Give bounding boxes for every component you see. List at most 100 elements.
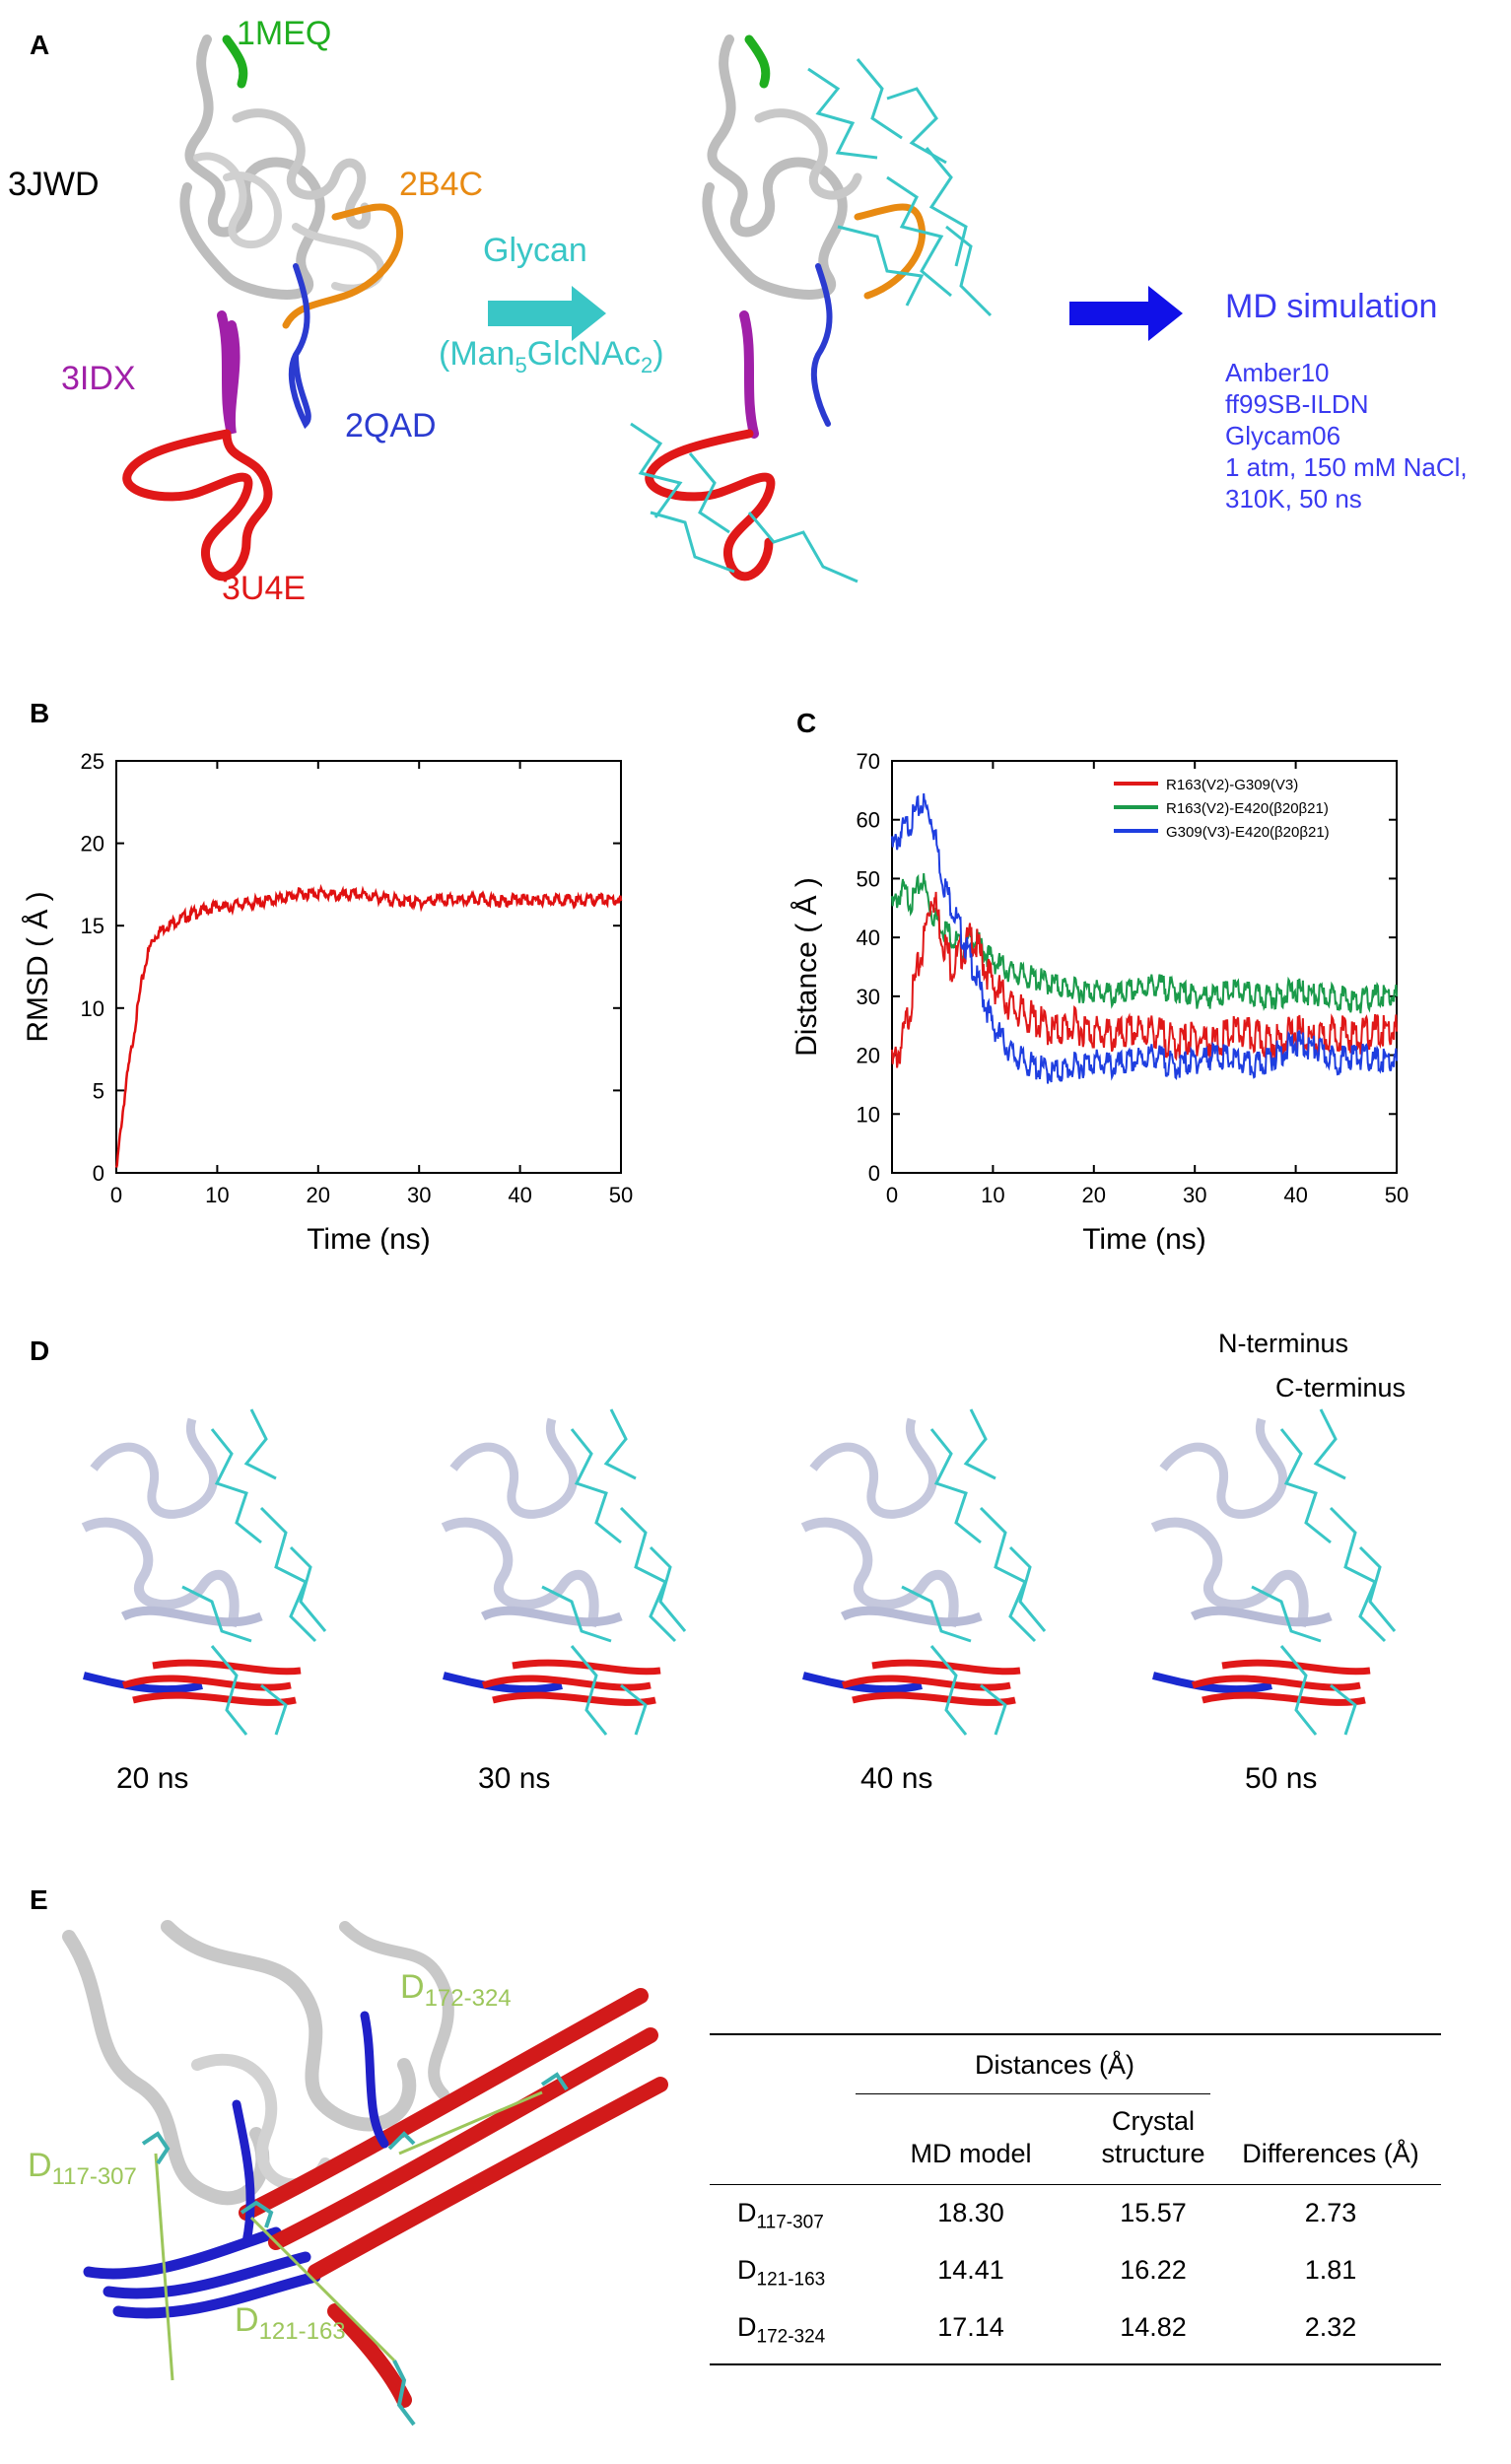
table-cell-md: 18.30 (937, 2198, 1004, 2227)
y-tick-label: 10 (81, 996, 104, 1021)
panel-label-c: C (796, 708, 817, 738)
legend: R163(V2)-G309(V3) R163(V2)-E420(β20β21) G3… (1114, 777, 1330, 841)
table-row-name: D117-307 (737, 2198, 824, 2233)
table-top-rule (710, 2033, 1441, 2035)
x-tick-label: 0 (886, 1183, 898, 1207)
y-tick-label: 30 (857, 985, 880, 1009)
y-tick-label: 5 (93, 1078, 104, 1103)
panel-label-d: D (30, 1335, 50, 1366)
x-tick-label: 20 (1082, 1183, 1106, 1207)
label-d172-324: D172-324 (400, 1968, 512, 2012)
legend-label: G309(V3)-E420(β20β21) (1166, 824, 1330, 841)
label-2b4c: 2B4C (399, 166, 484, 203)
table-cell-diff: 2.73 (1304, 2198, 1357, 2227)
y-tick-label: 20 (81, 832, 104, 856)
y-tick-label: 40 (857, 925, 880, 950)
table-group-header: Distances (Å) (974, 2050, 1135, 2080)
table-cell-crystal: 14.82 (1120, 2312, 1187, 2342)
panel-a-structures (122, 34, 1183, 583)
y-tick-label: 50 (857, 866, 880, 891)
table-cell-diff: 1.81 (1304, 2255, 1357, 2285)
time-label-50ns: 50 ns (1245, 1762, 1318, 1795)
rmsd-chart: 0 10 20 30 40 50 0 5 10 15 20 25 Time (ns) RMSD ( Å… (22, 749, 633, 1256)
glycan-formula: (Man5GlcNAc2) (439, 335, 664, 377)
col-header-differences: Differences (Å) (1242, 2139, 1419, 2168)
table-cell-crystal: 16.22 (1120, 2255, 1187, 2285)
y-tick-label: 0 (93, 1161, 104, 1186)
y-tick-label: 20 (857, 1044, 880, 1068)
label-3jwd: 3JWD (8, 166, 100, 203)
label-2qad: 2QAD (345, 407, 437, 445)
x-axis-label: Time (ns) (1082, 1223, 1206, 1256)
x-axis-label: Time (ns) (307, 1223, 431, 1256)
time-label-20ns: 20 ns (116, 1762, 189, 1795)
y-tick-label: 0 (868, 1161, 880, 1186)
n-terminus-label: N-terminus (1218, 1329, 1349, 1358)
md-arrow (1069, 286, 1183, 341)
table-group-rule (856, 2093, 1210, 2094)
md-simulation-title: MD simulation (1225, 288, 1438, 325)
glycan-arrow (488, 286, 606, 341)
label-d121-163: D121-163 (235, 2301, 346, 2345)
x-tick-label: 0 (110, 1183, 122, 1207)
x-tick-label: 20 (307, 1183, 330, 1207)
x-tick-label: 50 (609, 1183, 633, 1207)
x-tick-label: 10 (981, 1183, 1004, 1207)
y-tick-label: 10 (857, 1102, 880, 1127)
series-line (891, 891, 1398, 1068)
snapshot-20ns (84, 1409, 325, 1735)
col-header-crystal-2: structure (1101, 2139, 1205, 2168)
label-d117-307: D117-307 (28, 2147, 137, 2190)
table-bottom-rule (710, 2363, 1441, 2365)
table-header-rule (710, 2184, 1441, 2185)
table-cell-crystal: 15.57 (1120, 2198, 1187, 2227)
legend-label: R163(V2)-E420(β20β21) (1166, 800, 1329, 817)
x-tick-label: 40 (1283, 1183, 1307, 1207)
protein-structure-left (122, 34, 404, 582)
panel-label-a: A (30, 30, 50, 60)
label-3u4e: 3U4E (222, 570, 307, 607)
rmsd-line (114, 883, 623, 1168)
distance-structure (62, 1920, 668, 2427)
label-1meq: 1MEQ (237, 15, 332, 52)
md-parameters: Amber10 ff99SB-ILDN Glycam06 1 atm, 150 … (1225, 358, 1468, 513)
x-tick-label: 30 (1183, 1183, 1206, 1207)
c-terminus-label: C-terminus (1275, 1373, 1407, 1403)
table-cell-md: 14.41 (937, 2255, 1004, 2285)
y-axis-label: Distance ( Å ) (790, 877, 823, 1057)
y-tick-label: 60 (857, 808, 880, 833)
y-tick-label: 15 (81, 914, 104, 938)
time-label-30ns: 30 ns (478, 1762, 551, 1795)
md-snapshots (0, 1350, 1511, 1745)
glycan-title: Glycan (483, 232, 587, 269)
col-header-md-model: MD model (910, 2139, 1032, 2168)
distance-arrows (154, 2090, 543, 2381)
x-tick-label: 40 (508, 1183, 531, 1207)
y-axis-label: RMSD ( Å ) (22, 891, 54, 1042)
y-tick-label: 70 (857, 749, 880, 774)
col-header-crystal-1: Crystal (1111, 2106, 1195, 2136)
x-tick-label: 50 (1385, 1183, 1408, 1207)
time-label-40ns: 40 ns (860, 1762, 933, 1795)
panel-label-b: B (30, 698, 50, 728)
table-row-name: D172-324 (737, 2312, 826, 2348)
table-row-name: D121-163 (737, 2255, 826, 2291)
table-cell-md: 17.14 (937, 2312, 1004, 2342)
glycan-clusters (630, 58, 993, 583)
snapshot-40ns (803, 1409, 1045, 1735)
plot-frame (891, 760, 1398, 1174)
series-line (891, 792, 1398, 1084)
panel-label-e: E (30, 1884, 48, 1915)
legend-label: R163(V2)-G309(V3) (1166, 777, 1298, 793)
protein-structure-glycosylated (645, 34, 927, 582)
residue-sticks (141, 2072, 569, 2427)
snapshot-50ns (1153, 1409, 1395, 1735)
snapshot-30ns (444, 1409, 685, 1735)
y-tick-label: 25 (81, 749, 104, 774)
table-cell-diff: 2.32 (1304, 2312, 1357, 2342)
x-tick-label: 10 (205, 1183, 229, 1207)
label-3idx: 3IDX (61, 360, 136, 397)
x-tick-label: 30 (407, 1183, 431, 1207)
plot-frame (115, 760, 622, 1174)
distance-chart: 0 10 20 30 40 50 0 10 20 30 40 50 60 70 R163(V2)-G309… (790, 749, 1408, 1256)
